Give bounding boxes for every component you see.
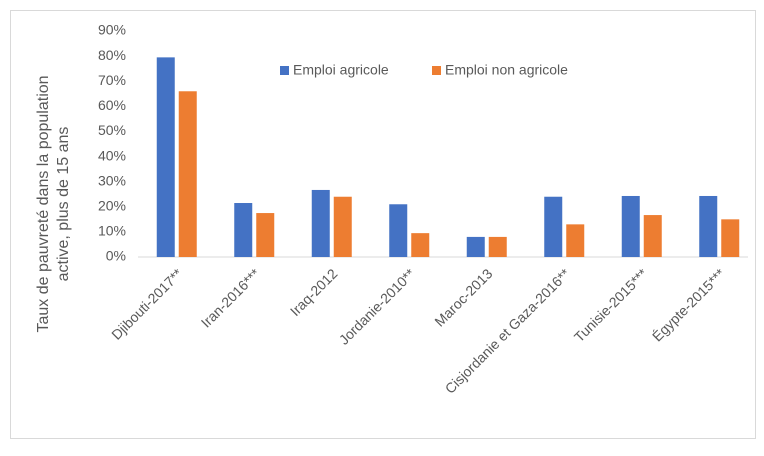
y-axis-title: Taux de pauvreté dans la population bbox=[35, 75, 52, 332]
bar bbox=[643, 215, 662, 257]
bar bbox=[156, 57, 175, 257]
bar bbox=[333, 196, 352, 257]
bar bbox=[466, 236, 485, 257]
y-tick-label: 10% bbox=[98, 223, 126, 239]
bar bbox=[699, 195, 718, 257]
y-tick-label: 60% bbox=[98, 97, 126, 113]
legend-swatch bbox=[432, 66, 441, 75]
legend-label: Emploi agricole bbox=[293, 62, 389, 78]
bar bbox=[178, 91, 197, 258]
y-tick-label: 40% bbox=[98, 147, 126, 163]
y-tick-label: 20% bbox=[98, 197, 126, 213]
y-tick-label: 80% bbox=[98, 47, 126, 63]
bar bbox=[721, 219, 740, 257]
bar bbox=[256, 213, 275, 257]
bar bbox=[411, 233, 430, 257]
legend-label: Emploi non agricole bbox=[445, 62, 568, 78]
bar bbox=[566, 224, 585, 257]
bar bbox=[311, 189, 330, 257]
y-tick-label: 0% bbox=[106, 248, 126, 264]
y-tick-label: 70% bbox=[98, 72, 126, 88]
y-tick-label: 30% bbox=[98, 172, 126, 188]
y-axis-title: active, plus de 15 ans bbox=[55, 127, 72, 282]
y-tick-label: 50% bbox=[98, 122, 126, 138]
bar bbox=[621, 195, 640, 257]
y-tick-label: 90% bbox=[98, 22, 126, 38]
bar bbox=[544, 196, 563, 257]
legend-swatch bbox=[280, 66, 289, 75]
bar bbox=[389, 204, 408, 257]
bar bbox=[234, 203, 253, 257]
bar bbox=[488, 236, 507, 257]
